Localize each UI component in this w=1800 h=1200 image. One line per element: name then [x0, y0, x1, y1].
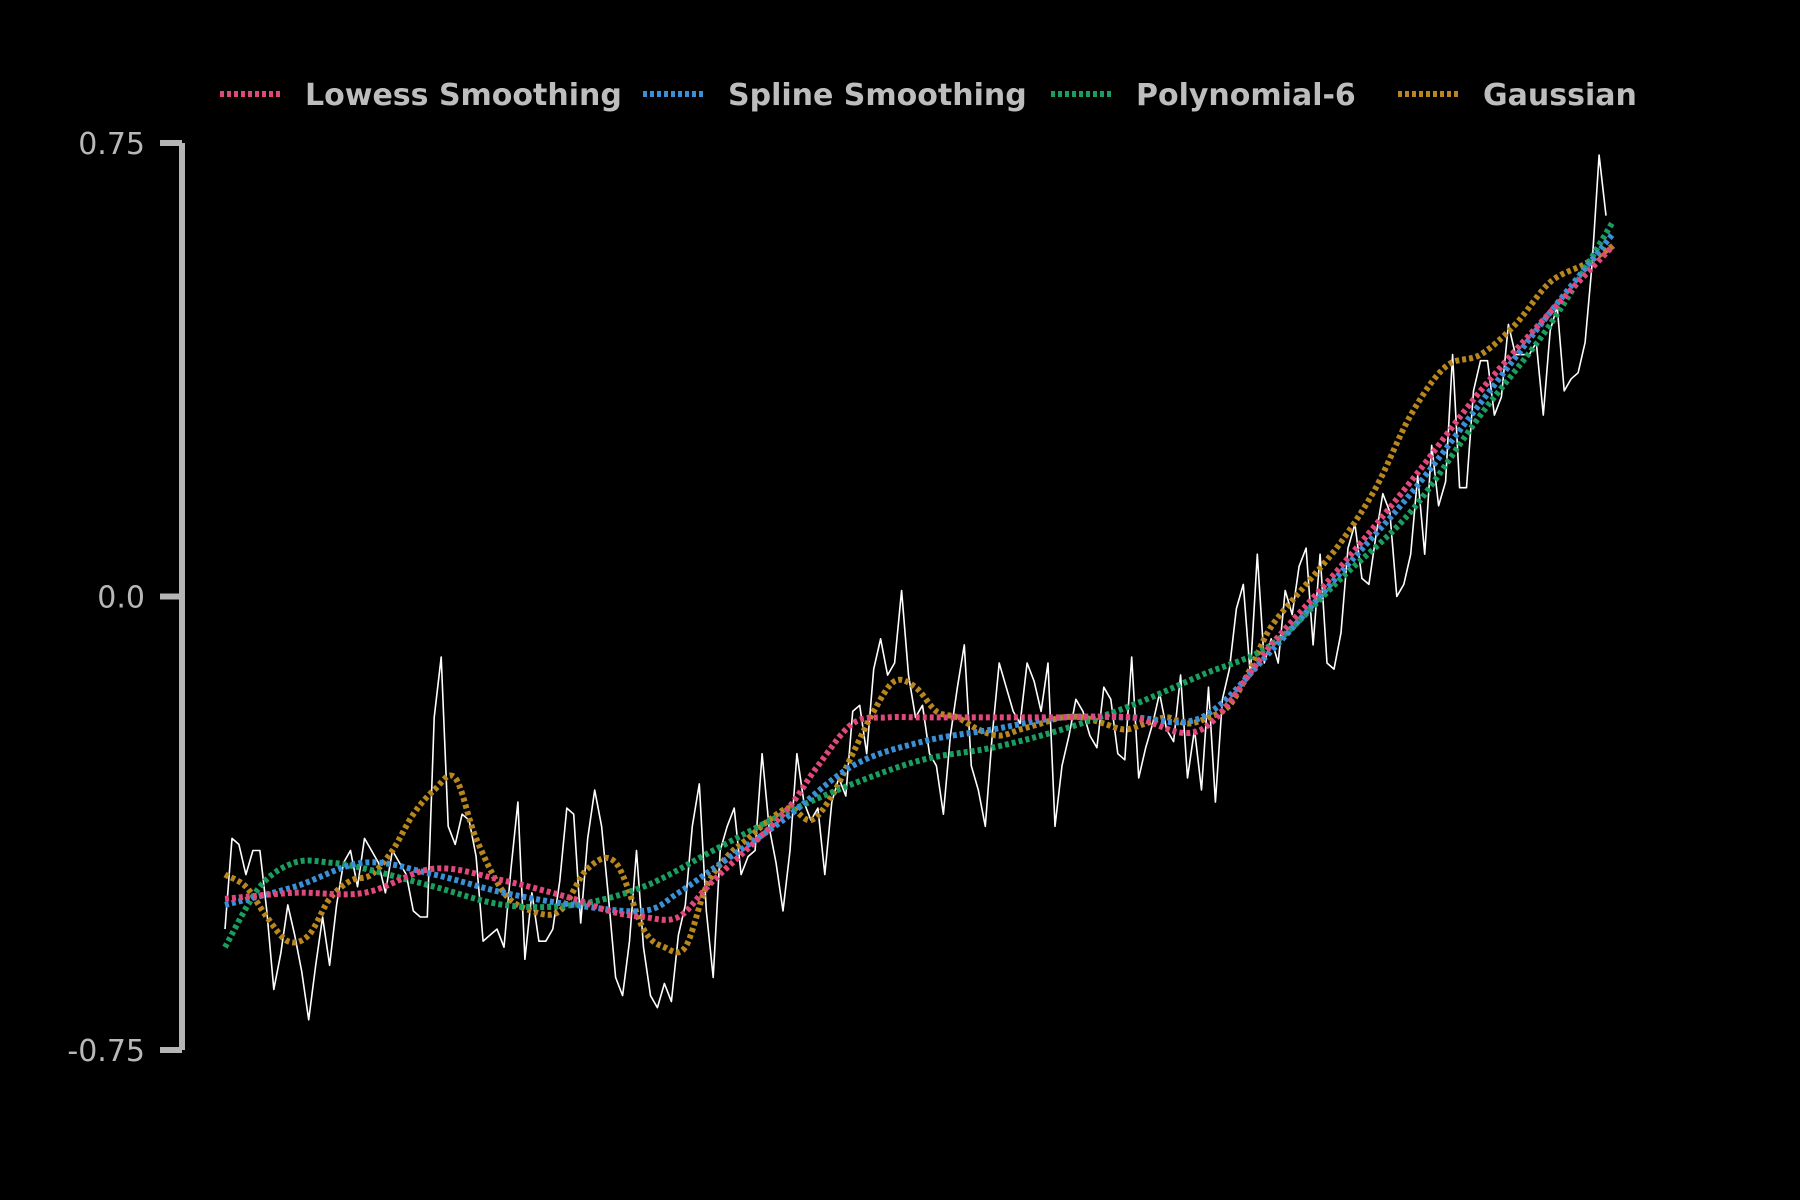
spline-smoothing-line — [224, 231, 1616, 915]
y-tick-label: -0.75 — [67, 1034, 145, 1069]
raw-data-line-group — [224, 154, 1607, 1021]
legend-label-polynomial-6: Polynomial-6 — [1136, 78, 1356, 113]
smoothing-series-group — [222, 220, 1616, 956]
gaussian-line — [223, 243, 1615, 956]
legend-label-gaussian: Gaussian — [1483, 78, 1637, 113]
legend-label-spline-smoothing: Spline Smoothing — [728, 78, 1027, 113]
polynomial-6-line — [222, 220, 1616, 949]
y-tick-label: 0.0 — [97, 581, 145, 616]
lowess-smoothing-line — [224, 243, 1616, 923]
y-tick-label: 0.75 — [78, 127, 145, 162]
raw-data-line — [224, 154, 1607, 1021]
y-axis: 0.75 0.0 -0.75 — [67, 127, 185, 1069]
legend: Lowess Smoothing Spline Smoothing Polynomi… — [220, 78, 1637, 113]
legend-label-lowess-smoothing: Lowess Smoothing — [305, 78, 622, 113]
